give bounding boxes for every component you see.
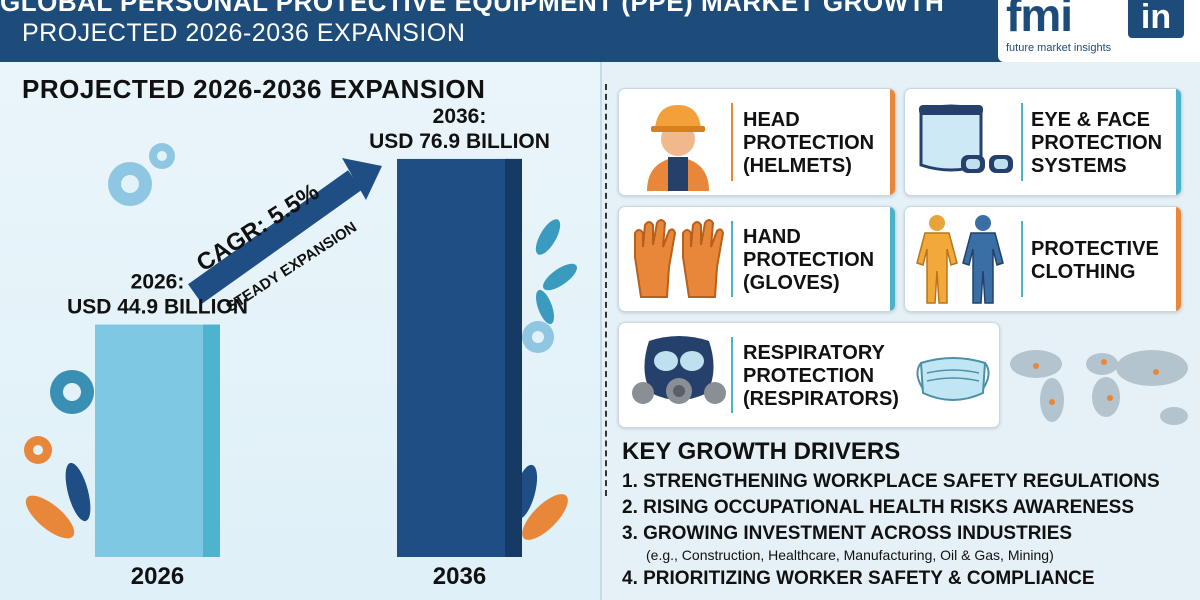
gear-icon: [24, 436, 52, 464]
segment-label-line: HAND: [743, 226, 801, 248]
face-mask-icon: [916, 357, 990, 401]
header-banner: GLOBAL PERSONAL PROTECTIVE EQUIPMENT (PP…: [0, 0, 1200, 62]
page-title: GLOBAL PERSONAL PROTECTIVE EQUIPMENT (PP…: [0, 0, 945, 17]
gear-icon: [108, 143, 175, 206]
page-subtitle: PROJECTED 2026-2036 EXPANSION: [22, 19, 466, 47]
logo-badge: in: [1128, 0, 1184, 38]
segment-label-clothing: PROTECTIVE CLOTHING: [1031, 238, 1159, 284]
segment-label-line: PROTECTION: [743, 132, 875, 154]
driver-item: 1. STRENGTHENING WORKPLACE SAFETY REGULA…: [622, 471, 1160, 492]
x-tick-labels: 2026 2036: [131, 563, 486, 590]
segment-label-line: PROTECTIVE: [1031, 238, 1159, 260]
card-accent: [890, 207, 895, 311]
logo-text: fmi: [1006, 0, 1073, 41]
card-separator: [731, 221, 733, 297]
bar-2036: [397, 158, 522, 557]
card-accent: [1176, 207, 1181, 311]
coverall-icon: [916, 215, 1004, 304]
bar-shade-2026: [203, 324, 220, 557]
segment-label-head: HEAD PROTECTION (HELMETS): [743, 109, 874, 178]
segment-label-line: PROTECTION: [743, 365, 875, 387]
gear-icon: [522, 321, 554, 353]
driver-item: 3. GROWING INVESTMENT ACROSS INDUSTRIES: [622, 523, 1073, 544]
x-tick-label: 2026: [131, 563, 184, 590]
card-separator: [731, 103, 733, 181]
data-label-value: USD 44.9 BILLION: [67, 296, 248, 319]
segment-label-eye-face: EYE & FACE PROTECTION SYSTEMS: [1031, 109, 1162, 178]
world-map-icon: [1010, 350, 1188, 425]
chart-panel: CAGR: 5.5% STEADY EXPANSION 2026: USD 44.…: [0, 62, 600, 600]
segment-label-line: PROTECTION: [1031, 132, 1163, 154]
segment-label-line: CLOTHING: [1031, 261, 1136, 283]
driver-example-note: (e.g., Construction, Healthcare, Manufac…: [646, 547, 1054, 563]
segment-label-line: (HELMETS): [743, 155, 852, 177]
segment-label-line: HEAD: [743, 109, 800, 131]
segment-card-eye-face: EYE & FACE PROTECTION SYSTEMS: [904, 88, 1182, 196]
panel-divider: [600, 62, 602, 600]
segment-label-line: RESPIRATORY: [743, 342, 885, 364]
bar-chart: CAGR: 5.5% STEADY EXPANSION 2026:USD 44.…: [24, 105, 578, 590]
gloves-icon: [634, 219, 725, 298]
card-accent: [890, 89, 895, 195]
gear-icon: [50, 370, 94, 414]
driver-item: 2. RISING OCCUPATIONAL HEALTH RISKS AWAR…: [622, 497, 1134, 518]
respirator-icon: [632, 336, 726, 404]
card-separator: [1021, 103, 1023, 181]
segment-bracket: [605, 84, 617, 496]
segment-label-line: (GLOVES): [743, 272, 840, 294]
card-separator: [731, 337, 733, 413]
segment-label-line: EYE & FACE: [1031, 109, 1150, 131]
chart-title: PROJECTED 2026-2036 EXPANSION: [22, 74, 486, 104]
drivers-heading: KEY GROWTH DRIVERS: [622, 438, 901, 465]
card-separator: [1021, 221, 1023, 297]
card-accent: [1176, 89, 1181, 195]
segments-panel: HEAD PROTECTION (HELMETS) EYE & FACE PRO…: [602, 62, 1200, 600]
segment-card-hand: HAND PROTECTION (GLOVES): [618, 206, 896, 312]
driver-item: 4. PRIORITIZING WORKER SAFETY & COMPLIAN…: [622, 568, 1095, 589]
segment-card-clothing: PROTECTIVE CLOTHING: [904, 206, 1182, 312]
segment-label-hand: HAND PROTECTION (GLOVES): [743, 226, 874, 295]
segment-label-respiratory: RESPIRATORY PROTECTION (RESPIRATORS): [743, 342, 899, 411]
data-label-year: 2026:: [131, 271, 185, 294]
data-labels-group: 2026:USD 44.9 BILLION 2036:USD 76.9 BILLI…: [67, 105, 550, 319]
bars-group: [95, 158, 522, 557]
x-tick-label: 2036: [433, 563, 486, 590]
goggles-faceshield-icon: [919, 104, 1013, 173]
segment-label-line: (RESPIRATORS): [743, 388, 899, 410]
logo-tagline: future market insights: [1006, 42, 1112, 54]
segment-label-line: SYSTEMS: [1031, 155, 1127, 177]
bar-2026: [95, 324, 220, 557]
data-label-year: 2036:: [433, 105, 487, 128]
segment-card-respiratory: RESPIRATORY PROTECTION (RESPIRATORS): [618, 322, 1000, 428]
leaf-icon: [25, 494, 568, 540]
data-label-value: USD 76.9 BILLION: [369, 130, 550, 153]
leaf-icon: [535, 219, 578, 325]
helmet-worker-icon: [647, 105, 709, 191]
segment-card-head: HEAD PROTECTION (HELMETS): [618, 88, 896, 196]
growth-arrow: [188, 158, 382, 304]
segment-label-line: PROTECTION: [743, 249, 875, 271]
fmi-logo: fmi in future market insights: [998, 0, 1200, 62]
bar-shade-2036: [505, 158, 522, 557]
